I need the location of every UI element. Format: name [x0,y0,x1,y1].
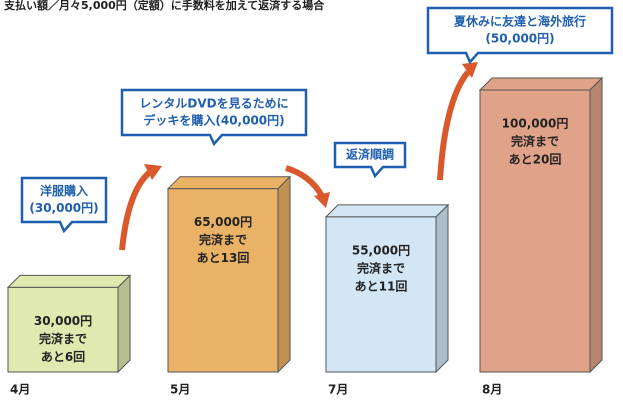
callout-text: (30,000円) [29,201,98,215]
bar-side [278,177,290,372]
arrow [286,168,322,196]
remaining-label: 完済まで [357,260,405,275]
bar-top [168,177,290,189]
callout-text: 夏休みに友達と海外旅行 [454,14,586,29]
value-label: 100,000円 [502,117,569,131]
arrow-head [314,192,330,208]
value-label: 65,000円 [194,215,252,229]
callout-text: (50,000円) [485,32,554,46]
arrow [122,172,150,250]
remaining-label: 完済まで [511,134,559,149]
bar [480,90,590,372]
bar-top [326,205,448,217]
remaining-count: あと13回 [197,251,250,265]
bar [326,217,436,372]
bar-side [590,78,602,372]
value-label: 55,000円 [352,243,410,257]
callout-text: レンタルDVDを見るために [139,96,288,111]
bar-top [8,275,130,287]
x-tick-label: 8月 [482,383,502,397]
callout-text: デッキを購入(40,000円) [143,113,284,128]
chart-title: 支払い額／月々5,000円（定額）に手数料を加えて返済する場合 [3,0,325,12]
bar-side [436,205,448,372]
remaining-count: あと6回 [41,350,85,364]
remaining-count: あと20回 [509,153,562,167]
bar-top [480,78,602,90]
arrow [440,72,468,180]
remaining-label: 完済まで [199,232,247,247]
remaining-count: あと11回 [355,279,408,293]
x-tick-label: 5月 [170,383,190,397]
callout-text: 洋服購入 [40,183,88,198]
x-tick-label: 4月 [10,383,30,397]
value-label: 30,000円 [34,314,92,328]
chart: 支払い額／月々5,000円（定額）に手数料を加えて返済する場合 30,000円完… [0,0,623,402]
bar-side [118,275,130,372]
x-tick-label: 7月 [328,383,348,397]
callout-text: 返済順調 [346,147,394,162]
remaining-label: 完済まで [39,331,87,346]
